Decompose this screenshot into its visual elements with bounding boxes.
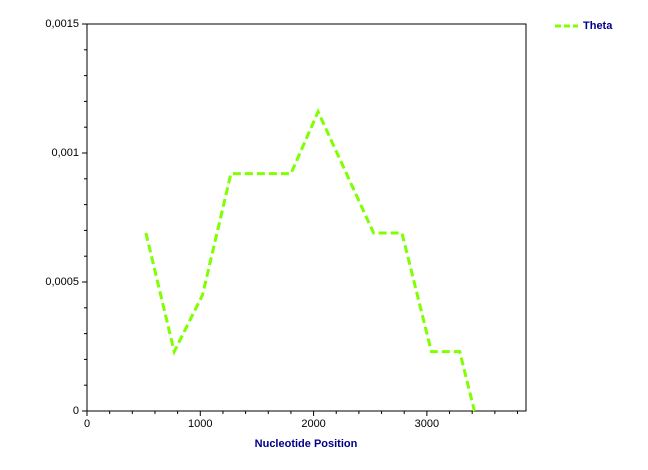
x-tick-label: 0 [84,418,90,430]
y-tick-label: 0,0015 [45,18,79,30]
legend-label: Theta [583,20,613,32]
y-tick-label: 0 [73,405,79,417]
x-tick-label: 3000 [415,418,439,430]
data-line [144,108,476,412]
x-axis-title: Nucleotide Position [255,438,358,450]
x-tick-label: 2000 [301,418,325,430]
y-tick-label: 0,001 [51,147,79,159]
x-tick-label: 1000 [188,418,212,430]
y-tick-label: 0,0005 [45,276,79,288]
plot-area [86,23,527,412]
